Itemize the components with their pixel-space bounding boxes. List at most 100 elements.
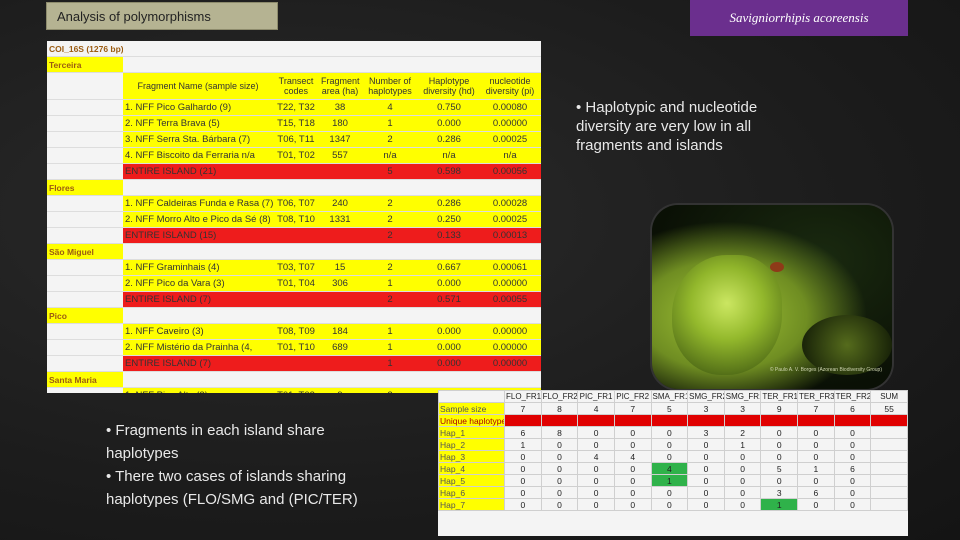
fragment-value: T06, T07 — [273, 195, 319, 212]
hap-cell: 0 — [833, 426, 872, 439]
hap-cell: 1 — [650, 474, 689, 487]
entire-island-label: ENTIRE ISLAND (15) — [123, 227, 273, 244]
hap-cell: 0 — [833, 450, 872, 463]
hap-cell: 0 — [650, 450, 689, 463]
hap-cell: 0 — [760, 474, 798, 487]
table-cell — [319, 56, 361, 73]
table-cell — [319, 243, 361, 260]
table-cell — [419, 179, 479, 196]
hap-cell — [870, 438, 908, 451]
fragment-value: 0.000 — [419, 275, 479, 292]
table-cell — [361, 371, 419, 388]
fragment-name: 2. NFF Pico da Vara (3) — [123, 275, 273, 292]
fragment-name: 4. NFF Biscoito da Ferraria n/a — [123, 147, 273, 164]
island-row: Pico — [47, 307, 541, 324]
fragment-value: 0.000 — [419, 339, 479, 356]
hap-cell: 0 — [797, 438, 835, 451]
hap-cell: 4 — [577, 450, 615, 463]
hap-cell: 0 — [504, 486, 542, 499]
hap-cell: 0 — [723, 450, 762, 463]
hap-cell: 1 — [504, 438, 542, 451]
hap-cell: 0 — [797, 450, 835, 463]
hap-column-header: SUM — [870, 390, 908, 403]
hap-cell: 0 — [577, 498, 615, 511]
hap-cell: 8 — [540, 402, 579, 415]
hap-cell: 0 — [760, 450, 798, 463]
table-cell — [47, 99, 123, 116]
hap-cell: 0 — [797, 498, 835, 511]
hap-cell: 0 — [613, 426, 652, 439]
sharing-note-1: • Fragments in each island share haploty… — [106, 422, 325, 462]
fragment-row: 2. NFF Terra Brava (5) T15, T18 180 1 0.000 0… — [47, 115, 541, 132]
polymorphism-table: COI_16S (1276 bp) Terceira Fragment Name (… — [47, 41, 541, 393]
fragment-row: 2. NFF Mistério da Prainha (4, T01, T10 68… — [47, 339, 541, 356]
table-cell — [47, 339, 123, 356]
table-cell — [273, 179, 319, 196]
hap-cell — [504, 414, 542, 427]
hap-cell: 7 — [797, 402, 835, 415]
fragment-name: 2. NFF Mistério da Prainha (4, — [123, 339, 273, 356]
fragment-value: 2 — [361, 259, 419, 276]
hap-cell: 8 — [540, 426, 579, 439]
island-name: Flores — [47, 179, 123, 196]
hap-row-label: Unique haplotypes — [438, 414, 505, 427]
hap-cell: 3 — [687, 426, 725, 439]
fragment-value: T22, T32 — [273, 99, 319, 116]
hap-row: Hap_1 6 8 0 0 0 3 2 0 0 0 — [438, 426, 908, 439]
hap-cell: 0 — [650, 486, 689, 499]
hap-cell — [870, 474, 908, 487]
hap-column-header: PIC_FR2 — [613, 390, 652, 403]
hap-row-label: Hap_7 — [438, 498, 505, 511]
hap-column-header: SMG_FR2 — [687, 390, 725, 403]
hap-cell: 0 — [504, 462, 542, 475]
table-cell — [319, 41, 361, 57]
fragment-row: 4. NFF Biscoito da Ferraria n/a T01, T02 5… — [47, 147, 541, 164]
hap-row: Sample size 7 8 4 7 5 3 3 9 7 6 55 — [438, 402, 908, 415]
table-cell — [419, 307, 479, 324]
fragment-value: 0.000 — [419, 115, 479, 132]
hap-cell: 0 — [650, 426, 689, 439]
table-cell — [319, 355, 361, 372]
entire-island-value: 0.571 — [419, 291, 479, 308]
hap-cell: 0 — [577, 426, 615, 439]
fragment-value: 557 — [319, 147, 361, 164]
fragment-value: 0.00000 — [479, 323, 541, 340]
fragment-value: n/a — [479, 147, 541, 164]
hap-cell: 0 — [540, 462, 579, 475]
fragment-value: 0.286 — [419, 195, 479, 212]
table-cell — [123, 243, 273, 260]
spider-icon — [770, 262, 784, 272]
table-cell — [479, 179, 541, 196]
table-cell — [319, 291, 361, 308]
hap-cell — [833, 414, 872, 427]
hap-cell: 0 — [687, 498, 725, 511]
hap-cell: 0 — [687, 462, 725, 475]
fragment-value: 1 — [361, 275, 419, 292]
hap-cell: 0 — [540, 450, 579, 463]
hap-column-header: FLO_FR1 — [504, 390, 542, 403]
hap-cell: 6 — [833, 462, 872, 475]
fragment-value: T01, T10 — [273, 339, 319, 356]
hap-cell: 0 — [723, 486, 762, 499]
entire-island-value: 0.00013 — [479, 227, 541, 244]
fragment-value: 306 — [319, 275, 361, 292]
table-cell — [361, 41, 419, 57]
hap-row: Unique haplotypes — [438, 414, 908, 427]
fragment-value: 184 — [319, 323, 361, 340]
fragment-row: 1. NFF Caveiro (3) T08, T09 184 1 0.000 0.000… — [47, 323, 541, 340]
hap-cell: 0 — [504, 450, 542, 463]
fragment-value: 1331 — [319, 211, 361, 228]
hap-cell: 0 — [577, 462, 615, 475]
fragment-value: 0.00000 — [479, 115, 541, 132]
fragment-value: 2 — [361, 211, 419, 228]
fragment-value: 1 — [361, 323, 419, 340]
hap-cell: 4 — [650, 462, 689, 475]
fragment-value: 2 — [361, 131, 419, 148]
hap-cell — [797, 414, 835, 427]
table-cell — [319, 307, 361, 324]
fragment-value: 0.00025 — [479, 131, 541, 148]
island-name: São Miguel — [47, 243, 123, 260]
table-cell — [479, 243, 541, 260]
header-row: Fragment Name (sample size) Transect code… — [47, 72, 541, 100]
hap-cell: 6 — [833, 402, 872, 415]
